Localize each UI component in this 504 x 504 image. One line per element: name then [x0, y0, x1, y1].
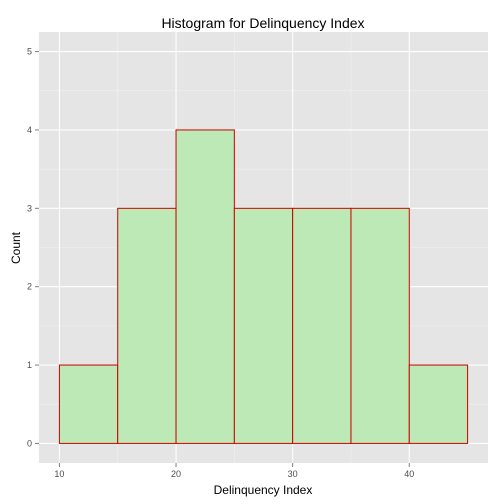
histogram-bar — [58, 364, 119, 444]
y-tick-label: 4 — [27, 125, 32, 135]
histogram-bar — [350, 207, 410, 444]
y-axis-ticks: 0 1 2 3 4 5 — [27, 47, 39, 448]
y-tick-label: 1 — [27, 360, 32, 370]
histogram-bar — [233, 207, 294, 444]
y-tick-label: 0 — [27, 438, 32, 448]
y-tick-label: 3 — [27, 203, 32, 213]
y-tick-label: 5 — [27, 47, 32, 57]
x-tick-label: 40 — [404, 469, 414, 479]
histogram-bar — [117, 207, 177, 444]
histogram-bar — [175, 129, 235, 444]
histogram-bar — [408, 364, 469, 444]
y-axis-label: Count — [9, 231, 23, 264]
x-axis-label: Delinquency Index — [214, 483, 313, 497]
histogram-bars — [58, 129, 469, 444]
x-tick-label: 30 — [288, 469, 298, 479]
histogram-bar — [292, 207, 352, 444]
chart-title: Histogram for Delinquency Index — [161, 15, 364, 31]
x-tick-label: 10 — [54, 469, 64, 479]
y-tick-label: 2 — [27, 282, 32, 292]
x-tick-label: 20 — [171, 469, 181, 479]
x-axis-ticks: 10 20 30 40 — [54, 463, 414, 479]
